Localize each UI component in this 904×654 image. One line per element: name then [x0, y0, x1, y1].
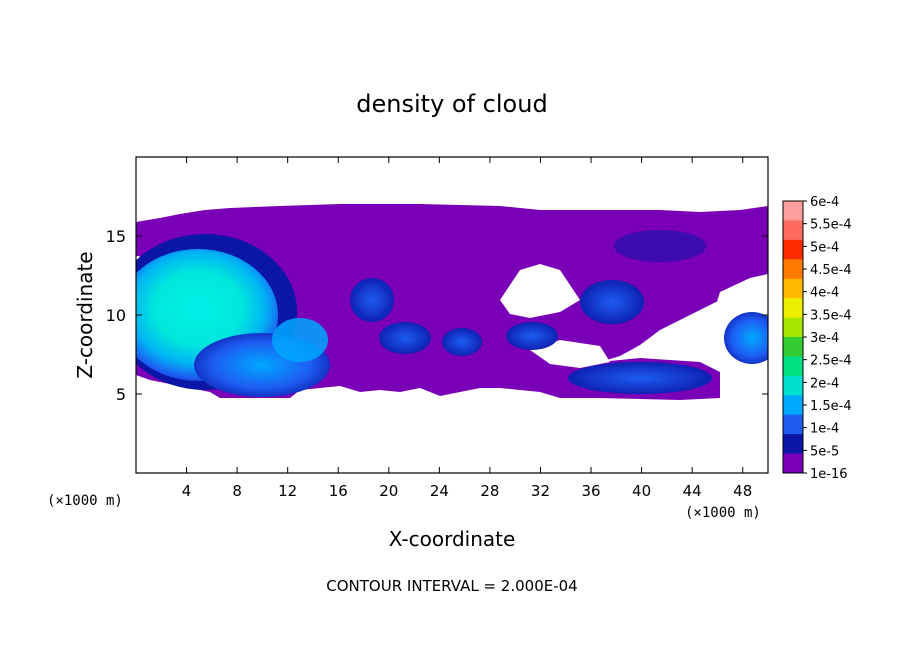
cloud-gap-right	[712, 274, 768, 318]
x-tick-label: 8	[232, 482, 242, 500]
colorbar-swatch	[783, 395, 803, 416]
y-axis-label: Z-coordinate	[73, 251, 97, 378]
x-axis-label: X-coordinate	[389, 527, 516, 551]
y-ticks: 5 10 15	[106, 227, 768, 404]
x-tick-label: 24	[430, 482, 449, 500]
cloud-cell-42	[568, 362, 712, 394]
colorbar-label: 6e-4	[810, 195, 839, 210]
cloud-gap-lower	[530, 340, 610, 368]
x-tick-label: 4	[182, 482, 192, 500]
x-tick-label: 48	[733, 482, 752, 500]
colorbar-label: 2e-4	[810, 376, 839, 391]
y-tick-label: 15	[106, 227, 126, 246]
colorbar-label: 1.5e-4	[810, 399, 852, 414]
cloud-cell-top-right	[614, 230, 706, 262]
colorbar-swatch	[783, 453, 803, 474]
x-unit-label: (×1000 m)	[685, 505, 761, 521]
cloud-cell-20	[350, 278, 394, 322]
colorbar-swatch	[783, 278, 803, 299]
cloud-cell-48	[724, 312, 768, 364]
cloud-cell-38	[580, 280, 644, 324]
cloud-core-side	[272, 318, 328, 362]
x-tick-label: 20	[379, 482, 398, 500]
cloud-density-field	[136, 204, 768, 400]
colorbar-label: 5e-5	[810, 444, 839, 459]
colorbar-swatches	[783, 201, 803, 474]
colorbar-labels: 6e-4 5.5e-4 5e-4 4.5e-4 4e-4 3.5e-4 3e-4 2.5e-4…	[803, 195, 852, 482]
colorbar-label: 1e-16	[810, 467, 848, 482]
cloud-gap-upper	[500, 264, 580, 318]
colorbar-swatch	[783, 317, 803, 338]
x-tick-label: 32	[531, 482, 550, 500]
x-tick-label: 28	[480, 482, 499, 500]
colorbar-label: 2.5e-4	[810, 354, 852, 369]
x-tick-label: 16	[329, 482, 348, 500]
colorbar-swatch	[783, 201, 803, 221]
colorbar-swatch	[783, 239, 803, 260]
colorbar-label: 1e-4	[810, 422, 839, 437]
colorbar-label: 3e-4	[810, 331, 839, 346]
chart-title: density of cloud	[356, 90, 547, 118]
z-unit-label: (×1000 m)	[47, 493, 123, 509]
colorbar-swatch	[783, 298, 803, 319]
colorbar-label: 4.5e-4	[810, 263, 852, 278]
y-tick-label: 10	[106, 306, 126, 325]
cloud-cell-26	[442, 328, 482, 356]
colorbar: 6e-4 5.5e-4 5e-4 4.5e-4 4e-4 3.5e-4 3e-4 2.5e-4…	[782, 195, 852, 482]
x-ticks: 4 8 12 16 20 24 28 32 36 40 44 48	[182, 157, 752, 500]
colorbar-label: 3.5e-4	[810, 308, 852, 323]
colorbar-swatch	[783, 337, 803, 357]
x-tick-label: 12	[278, 482, 297, 500]
cloud-cell-22	[379, 322, 431, 354]
colorbar-swatch	[783, 375, 803, 396]
colorbar-swatch	[783, 356, 803, 377]
y-tick-label: 5	[116, 385, 126, 404]
contour-interval-footer: CONTOUR INTERVAL = 2.000E-04	[326, 577, 577, 595]
x-tick-label: 40	[632, 482, 651, 500]
colorbar-label: 5e-4	[810, 240, 839, 255]
colorbar-swatch	[783, 220, 803, 241]
cloud-cell-32	[506, 322, 558, 350]
x-tick-label: 36	[581, 482, 600, 500]
colorbar-swatch	[783, 259, 803, 280]
colorbar-label: 4e-4	[810, 286, 839, 301]
x-tick-label: 44	[683, 482, 702, 500]
colorbar-label: 5.5e-4	[810, 218, 852, 233]
colorbar-swatch	[783, 414, 803, 435]
colorbar-swatch	[783, 434, 803, 455]
